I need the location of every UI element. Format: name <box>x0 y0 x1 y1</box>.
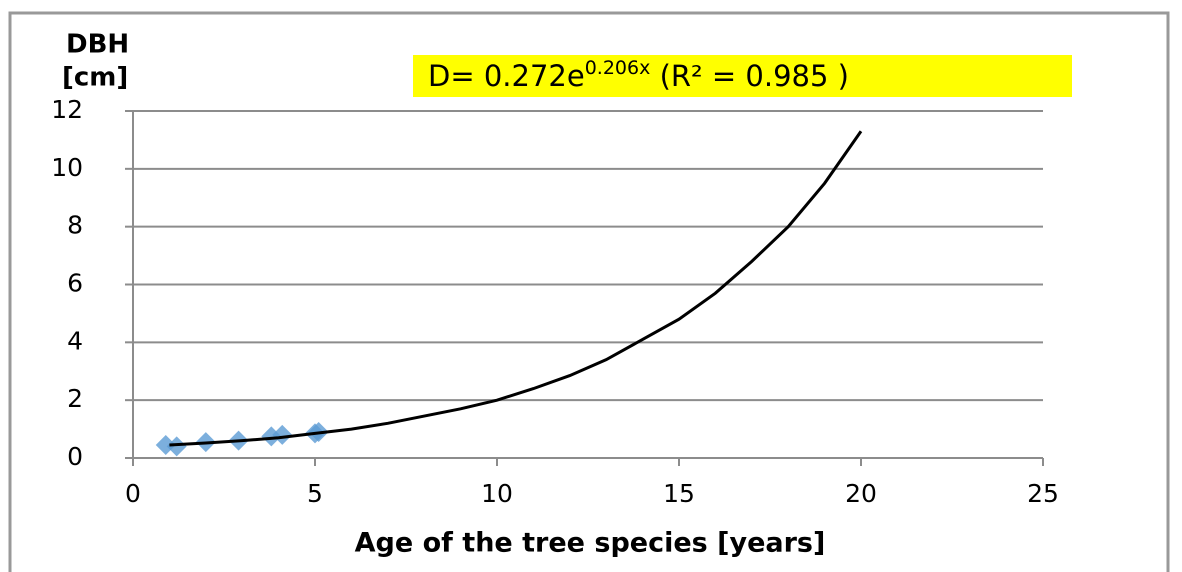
x-tick-label: 10 <box>481 479 513 508</box>
y-tick-label: 10 <box>51 153 83 182</box>
equation-rest: (R² = 0.985 ) <box>650 59 849 93</box>
x-tick-label: 0 <box>125 479 141 508</box>
equation-box <box>413 55 1072 97</box>
y-tick-label: 4 <box>67 326 83 355</box>
trend-line <box>169 130 863 447</box>
x-tick-label: 15 <box>663 479 695 508</box>
x-tick-label: 20 <box>845 479 877 508</box>
point <box>272 424 293 445</box>
chart-border <box>8 11 1170 572</box>
y-tick-label: 0 <box>67 442 83 471</box>
equation-exponent: 0.206x <box>585 57 651 79</box>
y-axis-label: DBH <box>66 30 129 60</box>
x-tick-label: 25 <box>1027 479 1059 508</box>
y-tick-label: 12 <box>51 95 83 124</box>
equation: D= 0.272e0.206x (R² = 0.985 ) <box>428 57 849 94</box>
y-tick-label: 8 <box>67 211 83 240</box>
x-tick-label: 5 <box>307 479 323 508</box>
point <box>166 436 187 457</box>
y-tick-label: 2 <box>67 384 83 413</box>
x-axis-label: Age of the tree species [years] <box>355 528 826 559</box>
equation-base: D= 0.272e <box>428 59 585 93</box>
y-tick-label: 6 <box>67 269 83 298</box>
y-axis-label: [cm] <box>62 63 128 93</box>
